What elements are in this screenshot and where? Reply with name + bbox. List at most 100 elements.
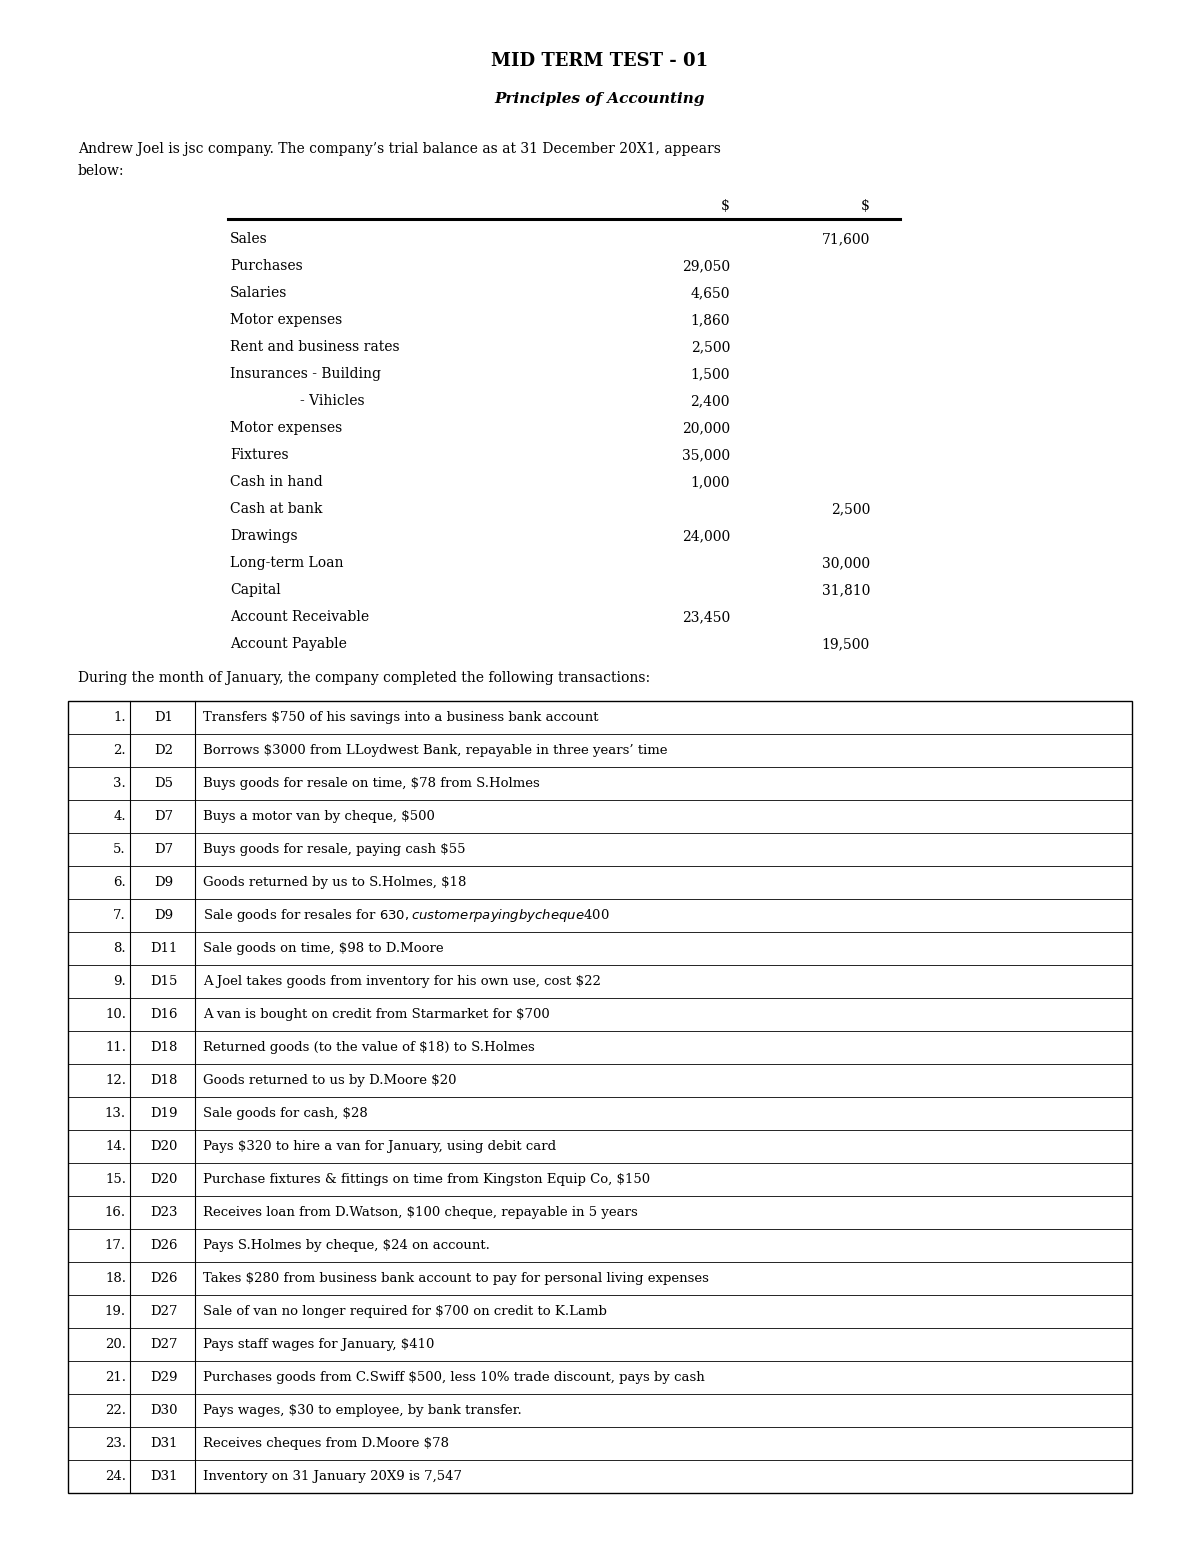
Text: Motor expenses: Motor expenses [230, 421, 342, 435]
Text: 24.: 24. [106, 1471, 126, 1483]
Text: D23: D23 [150, 1207, 178, 1219]
Text: 2,400: 2,400 [690, 394, 730, 408]
Text: Cash in hand: Cash in hand [230, 475, 323, 489]
Text: Buys a motor van by cheque, $500: Buys a motor van by cheque, $500 [203, 811, 434, 823]
Text: A van is bought on credit from Starmarket for $700: A van is bought on credit from Starmarke… [203, 1008, 550, 1020]
Text: 13.: 13. [104, 1107, 126, 1120]
Text: Pays staff wages for January, $410: Pays staff wages for January, $410 [203, 1339, 434, 1351]
Text: below:: below: [78, 165, 125, 179]
Text: Buys goods for resale on time, $78 from S.Holmes: Buys goods for resale on time, $78 from … [203, 776, 540, 790]
Text: Account Receivable: Account Receivable [230, 610, 370, 624]
Text: 9.: 9. [113, 975, 126, 988]
Text: A Joel takes goods from inventory for his own use, cost $22: A Joel takes goods from inventory for hi… [203, 975, 601, 988]
Text: Drawings: Drawings [230, 530, 298, 544]
Text: MID TERM TEST - 01: MID TERM TEST - 01 [492, 51, 708, 70]
Text: D19: D19 [150, 1107, 178, 1120]
Text: 3.: 3. [113, 776, 126, 790]
Text: Salaries: Salaries [230, 286, 287, 300]
Text: 11.: 11. [106, 1041, 126, 1054]
Text: D18: D18 [150, 1075, 178, 1087]
Text: Inventory on 31 January 20X9 is 7,547: Inventory on 31 January 20X9 is 7,547 [203, 1471, 462, 1483]
Text: 30,000: 30,000 [822, 556, 870, 570]
Text: 24,000: 24,000 [682, 530, 730, 544]
Text: 22.: 22. [106, 1404, 126, 1416]
Text: D29: D29 [150, 1371, 178, 1384]
Text: D26: D26 [150, 1239, 178, 1252]
Text: 8.: 8. [113, 943, 126, 955]
Text: 19,500: 19,500 [822, 637, 870, 651]
Text: Pays S.Holmes by cheque, $24 on account.: Pays S.Holmes by cheque, $24 on account. [203, 1239, 490, 1252]
Text: Buys goods for resale, paying cash $55: Buys goods for resale, paying cash $55 [203, 843, 466, 856]
Text: Rent and business rates: Rent and business rates [230, 340, 400, 354]
Text: Transfers $750 of his savings into a business bank account: Transfers $750 of his savings into a bus… [203, 711, 599, 724]
Text: 2,500: 2,500 [830, 502, 870, 516]
Text: 19.: 19. [104, 1305, 126, 1318]
Text: Pays $320 to hire a van for January, using debit card: Pays $320 to hire a van for January, usi… [203, 1140, 556, 1152]
Text: D27: D27 [150, 1339, 178, 1351]
Text: D20: D20 [150, 1173, 178, 1186]
Text: 12.: 12. [106, 1075, 126, 1087]
Text: Receives loan from D.Watson, $100 cheque, repayable in 5 years: Receives loan from D.Watson, $100 cheque… [203, 1207, 637, 1219]
Text: Sale goods for cash, $28: Sale goods for cash, $28 [203, 1107, 367, 1120]
Text: D31: D31 [150, 1437, 178, 1451]
Text: Purchases: Purchases [230, 259, 302, 273]
Text: 17.: 17. [104, 1239, 126, 1252]
Text: D7: D7 [154, 811, 173, 823]
Text: Insurances - Building: Insurances - Building [230, 367, 382, 380]
Text: D26: D26 [150, 1272, 178, 1284]
Text: Takes $280 from business bank account to pay for personal living expenses: Takes $280 from business bank account to… [203, 1272, 709, 1284]
Text: D15: D15 [150, 975, 178, 988]
Text: 71,600: 71,600 [822, 231, 870, 245]
Text: 4,650: 4,650 [690, 286, 730, 300]
Text: D1: D1 [154, 711, 173, 724]
Text: Cash at bank: Cash at bank [230, 502, 323, 516]
Text: 21.: 21. [106, 1371, 126, 1384]
Text: Motor expenses: Motor expenses [230, 314, 342, 328]
Text: 20.: 20. [106, 1339, 126, 1351]
Bar [68, 700, 1132, 1492]
Text: 1.: 1. [113, 711, 126, 724]
Text: D9: D9 [154, 876, 173, 888]
Text: $: $ [862, 199, 870, 213]
Text: 10.: 10. [106, 1008, 126, 1020]
Text: Receives cheques from D.Moore $78: Receives cheques from D.Moore $78 [203, 1437, 449, 1451]
Text: 16.: 16. [104, 1207, 126, 1219]
Text: Long-term Loan: Long-term Loan [230, 556, 343, 570]
Text: D2: D2 [154, 744, 173, 756]
Text: Sale goods for resales for $630, customer paying by cheque $400: Sale goods for resales for $630, custome… [203, 907, 610, 924]
Text: Sale goods on time, $98 to D.Moore: Sale goods on time, $98 to D.Moore [203, 943, 444, 955]
Text: 7.: 7. [113, 909, 126, 922]
Text: 35,000: 35,000 [682, 447, 730, 461]
Text: D16: D16 [150, 1008, 178, 1020]
Text: Principles of Accounting: Principles of Accounting [494, 92, 706, 106]
Text: $: $ [721, 199, 730, 213]
Text: 31,810: 31,810 [822, 582, 870, 596]
Text: 2,500: 2,500 [691, 340, 730, 354]
Text: Purchases goods from C.Swiff $500, less 10% trade discount, pays by cash: Purchases goods from C.Swiff $500, less … [203, 1371, 704, 1384]
Text: 6.: 6. [113, 876, 126, 888]
Text: D27: D27 [150, 1305, 178, 1318]
Text: 23,450: 23,450 [682, 610, 730, 624]
Text: Account Payable: Account Payable [230, 637, 347, 651]
Text: 20,000: 20,000 [682, 421, 730, 435]
Text: Goods returned to us by D.Moore $20: Goods returned to us by D.Moore $20 [203, 1075, 456, 1087]
Text: Capital: Capital [230, 582, 281, 596]
Text: D9: D9 [154, 909, 173, 922]
Text: D5: D5 [154, 776, 173, 790]
Text: 15.: 15. [106, 1173, 126, 1186]
Text: Goods returned by us to S.Holmes, $18: Goods returned by us to S.Holmes, $18 [203, 876, 467, 888]
Text: During the month of January, the company completed the following transactions:: During the month of January, the company… [78, 671, 650, 685]
Text: 5.: 5. [113, 843, 126, 856]
Text: Andrew Joel is jsc company. The company’s trial balance as at 31 December 20X1, : Andrew Joel is jsc company. The company’… [78, 141, 721, 155]
Text: 14.: 14. [106, 1140, 126, 1152]
Text: Purchase fixtures & fittings on time from Kingston Equip Co, $150: Purchase fixtures & fittings on time fro… [203, 1173, 650, 1186]
Text: 2.: 2. [113, 744, 126, 756]
Text: D31: D31 [150, 1471, 178, 1483]
Text: 23.: 23. [104, 1437, 126, 1451]
Text: 18.: 18. [106, 1272, 126, 1284]
Text: - Vihicles: - Vihicles [300, 394, 365, 408]
Text: 1,000: 1,000 [690, 475, 730, 489]
Text: Returned goods (to the value of $18) to S.Holmes: Returned goods (to the value of $18) to … [203, 1041, 535, 1054]
Text: D7: D7 [154, 843, 173, 856]
Text: Borrows $3000 from LLoydwest Bank, repayable in three years’ time: Borrows $3000 from LLoydwest Bank, repay… [203, 744, 667, 756]
